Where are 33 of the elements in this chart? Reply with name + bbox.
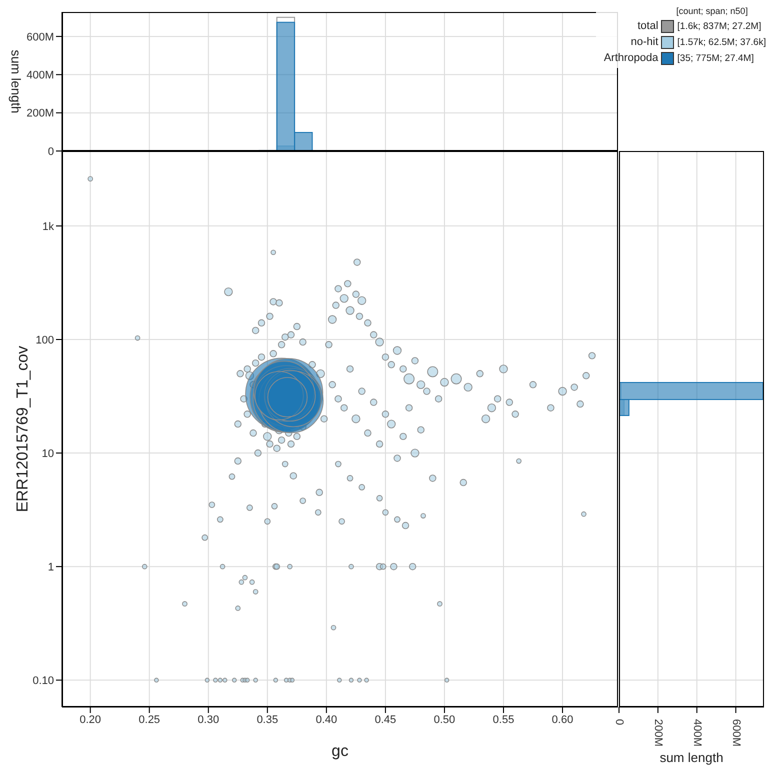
x-tick-label: 0 (613, 719, 625, 726)
x-tick-label: 0.30 (198, 714, 220, 726)
x-tick-label: 0.60 (552, 714, 574, 726)
y-tick-label: 0.10 (32, 675, 54, 688)
x-tick-label: 0.25 (138, 714, 160, 726)
x-tick-label: 200M (652, 719, 664, 747)
text: [1.57k; 62.5M; 37.6k] (677, 36, 766, 48)
x-tick-label: 0.50 (434, 714, 456, 726)
text: [35; 775M; 27.4M] (677, 52, 754, 64)
x-tick-label: 400M (690, 719, 703, 747)
y-tick-label: 1 (48, 561, 54, 574)
legend-label: Arthropoda (602, 52, 658, 64)
x-tick-label: 600M (730, 719, 742, 747)
y-axis-title: sum length (8, 50, 24, 114)
legend-label: total (636, 20, 658, 32)
x-tick-label: 0.55 (492, 714, 514, 726)
x-tick-label: 0.45 (374, 714, 396, 726)
y-tick-label: 200M (26, 108, 54, 120)
y-tick-label: 600M (26, 31, 54, 44)
x-axis-title: sum length (660, 750, 724, 765)
text: [1.6k; 837M; 27.2M] (677, 20, 762, 32)
x-tick-label: 0.20 (80, 714, 102, 726)
x-axis-title: gc (332, 743, 348, 760)
y-tick-label: 0 (48, 146, 54, 158)
y-axis-title: ERR12015769_T1_cov (14, 346, 32, 512)
legend-title: [count; span; n50] (675, 6, 749, 16)
y-tick-label: 10 (42, 448, 54, 460)
y-tick-label: 1k (42, 220, 54, 233)
y-tick-label: 400M (26, 70, 54, 82)
x-tick-label: 0.35 (256, 714, 278, 726)
x-tick-label: 0.40 (316, 714, 338, 726)
y-tick-label: 100 (36, 334, 54, 346)
legend-label: no-hit (630, 36, 658, 48)
